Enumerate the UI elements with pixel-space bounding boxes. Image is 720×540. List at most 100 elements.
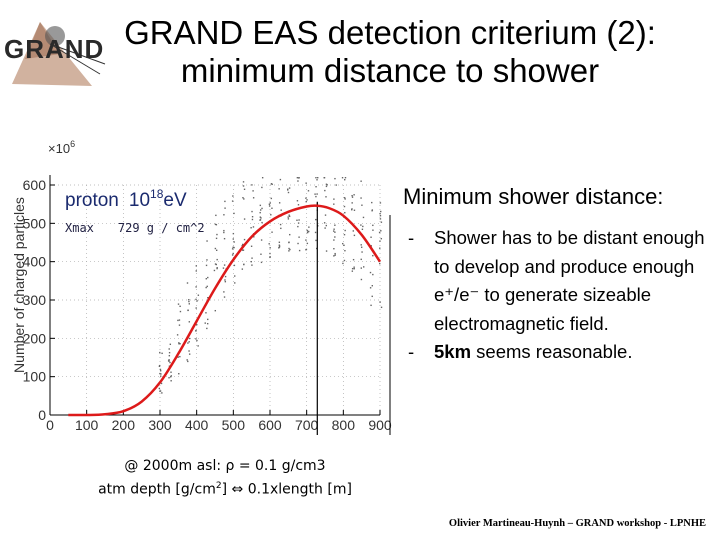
density-note: @ 2000m asl: ρ = 0.1 g/cm3 atm depth [g/… (60, 456, 390, 500)
scatter-point (362, 216, 365, 219)
scatter-point (241, 245, 243, 247)
scatter-point (223, 237, 226, 240)
scatter-point (296, 177, 299, 179)
scatter-point (306, 242, 309, 245)
fit-curve (68, 204, 382, 417)
scatter-point (268, 205, 271, 207)
scatter-point (243, 238, 246, 241)
scatter-point (188, 353, 191, 355)
scatter-point (315, 239, 317, 242)
scatter-point (352, 230, 355, 232)
scatter-point (251, 184, 253, 186)
scatter-point (206, 322, 209, 325)
scatter-point (260, 261, 263, 264)
y-axis-label: Number of charged particles (11, 197, 27, 373)
scatter-point (269, 202, 272, 204)
scatter-point (159, 372, 161, 375)
scatter-point (306, 199, 308, 201)
scatter-point (159, 351, 161, 354)
scatter-point (316, 179, 318, 181)
scatter-point (177, 356, 179, 358)
scatter-point (195, 307, 197, 309)
scatter-point (250, 260, 252, 263)
scatter-point (242, 181, 245, 183)
scatter-point (253, 236, 255, 238)
scatter-point (369, 287, 372, 289)
scatter-point (223, 264, 226, 266)
scatter-point (223, 231, 225, 234)
scatter-point (342, 242, 344, 245)
scatter-point (168, 354, 171, 357)
scatter-point (178, 342, 180, 344)
scatter-point (169, 376, 172, 378)
scatter-point (233, 264, 236, 267)
bullet-dash: - (408, 227, 415, 248)
scatter-point (334, 254, 336, 256)
scatter-point (179, 310, 182, 313)
scatter-point (279, 223, 282, 226)
scatter-point (259, 204, 262, 207)
scatter-point (298, 236, 300, 238)
x-tick-label: 700 (295, 417, 319, 433)
scatter-point (298, 249, 301, 252)
scatter-point (344, 198, 346, 200)
scatter-point (317, 177, 319, 179)
scatter-point (363, 266, 365, 268)
shower-profile-chart: 0 100 200 300 400 500 600 700 800 900 0 100 200 300 40… (0, 135, 400, 440)
y-tick-label: 400 (23, 254, 47, 270)
scatter-point (159, 368, 162, 371)
scatter-point (343, 197, 346, 199)
scatter-point (306, 231, 309, 234)
scatter-point (324, 189, 326, 192)
scatter-point (195, 265, 198, 267)
scatter-point (177, 319, 179, 322)
scatter-point (343, 233, 346, 236)
scatter-point (169, 361, 171, 364)
scatter-point (271, 207, 273, 209)
scatter-point (215, 224, 218, 226)
scatter-point (270, 183, 273, 185)
scatter-point (379, 262, 381, 265)
scatter-point (269, 256, 271, 259)
scatter-point (288, 250, 290, 252)
scatter-point (351, 267, 354, 270)
bullet-dash: - (408, 341, 415, 362)
scatter-point (251, 264, 253, 266)
scatter-point (333, 203, 335, 205)
scatter-point (206, 259, 208, 261)
scatter-point (325, 224, 328, 227)
scatter-point (242, 185, 245, 187)
scatter-point (362, 225, 364, 228)
scatter-point (187, 309, 189, 311)
slide-title: GRAND EAS detection criterium (2): minim… (70, 14, 710, 90)
scatter-point (223, 296, 226, 298)
scatter-point (205, 264, 208, 267)
scatter-point (278, 241, 281, 243)
note-line-1: @ 2000m asl: ρ = 0.1 g/cm3 (124, 458, 326, 474)
scatter-point (279, 178, 282, 181)
scatter-point (334, 231, 336, 233)
x-tick-label: 600 (258, 417, 282, 433)
scatter-point (297, 222, 300, 224)
scatter-point (160, 373, 162, 375)
bullet-list: - Shower has to be distant enough to dev… (408, 224, 708, 367)
scatter-point (325, 250, 328, 252)
scatter-point (223, 291, 225, 293)
scatter-point (251, 257, 253, 259)
scatter-point (351, 208, 353, 210)
scatter-point (232, 238, 234, 240)
scatter-point (224, 280, 227, 283)
scatter-point (287, 188, 289, 190)
scatter-point (231, 248, 234, 250)
scatter-point (379, 240, 381, 242)
scatter-point (159, 370, 162, 372)
scatter-point (260, 239, 263, 241)
scatter-point (197, 345, 199, 347)
scatter-point (344, 229, 346, 232)
scatter-point (261, 186, 263, 189)
scatter-point (343, 244, 345, 247)
grid-layer (49, 184, 381, 416)
scatter-point (371, 285, 373, 287)
scatter-point (188, 298, 190, 301)
y-tick-label: 300 (23, 292, 47, 308)
